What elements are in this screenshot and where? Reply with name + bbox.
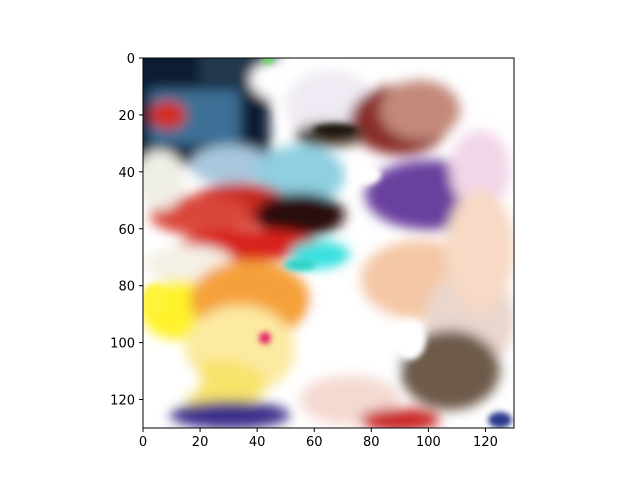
x-tick-label: 0: [139, 435, 147, 450]
x-tick-label: 40: [249, 435, 266, 450]
y-tick-label: 0: [127, 52, 135, 67]
x-tick-label: 100: [416, 435, 441, 450]
x-tick-label: 80: [363, 435, 380, 450]
axes-frame: [142, 57, 515, 429]
image-plot-area: [143, 58, 514, 428]
y-tick-label: 80: [118, 280, 135, 295]
x-tick-label: 120: [473, 435, 498, 450]
y-tick-label: 40: [118, 166, 135, 181]
y-tick-label: 20: [118, 109, 135, 124]
x-tick-label: 20: [192, 435, 209, 450]
y-tick-label: 100: [110, 337, 135, 352]
y-tick-label: 120: [110, 394, 135, 409]
y-tick-label: 60: [118, 223, 135, 238]
y-axis: 0 20 40 60 80 100 120: [110, 52, 143, 409]
x-axis: 0 20 40 60 80 100 120: [139, 428, 498, 450]
x-tick-label: 60: [306, 435, 323, 450]
